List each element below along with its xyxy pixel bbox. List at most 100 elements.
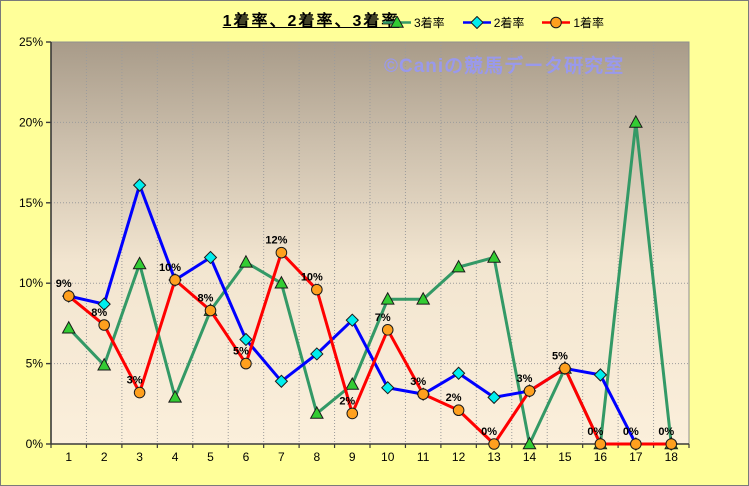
diamond-marker-icon [274, 374, 289, 388]
diamond-marker-icon [593, 368, 608, 382]
triangle-marker-icon [389, 16, 405, 28]
data-label: 12% [265, 235, 287, 247]
data-label: 5% [233, 346, 249, 358]
watermark: ©Caniの競馬データ研究室 [384, 56, 625, 77]
data-label: 2% [446, 392, 462, 404]
x-tick-label: 1 [65, 450, 72, 464]
circle-marker-icon [62, 290, 75, 302]
circle-marker-icon [204, 304, 217, 317]
series-line [67, 251, 673, 446]
circle-marker-icon [594, 438, 607, 450]
legend-label-1st-rate: 1着率 [573, 16, 605, 30]
x-tick-label: 5 [207, 450, 214, 464]
triangle-marker-icon [345, 376, 360, 390]
legend-label-2nd-rate: 2着率 [493, 16, 525, 30]
x-tick-label: 10 [381, 450, 395, 464]
circle-marker-icon [523, 385, 536, 397]
x-tick-label: 15 [558, 450, 572, 464]
data-label: 8% [198, 293, 214, 305]
triangle-marker-icon [522, 436, 537, 450]
diamond-marker-icon [310, 347, 324, 361]
x-tick-label: 17 [629, 450, 643, 464]
legend-item-1st-rate: 1着率 [541, 14, 604, 31]
diamond-marker-icon [203, 250, 218, 265]
legend-diamond-marker-icon [462, 16, 491, 29]
legend-circle-marker-icon [542, 16, 571, 29]
triangle-marker-icon [628, 114, 643, 128]
circle-marker-icon [98, 319, 110, 331]
x-tick-label: 4 [172, 450, 179, 464]
legend-triangle-marker-icon [383, 16, 411, 28]
data-label: 0% [587, 426, 603, 438]
diamond-marker-icon [469, 16, 484, 29]
data-label: 3% [410, 376, 426, 388]
x-tick-label: 8 [313, 450, 320, 464]
y-tick-label: 0% [26, 437, 44, 451]
circle-marker-icon [346, 407, 359, 420]
data-label: 10% [159, 262, 181, 274]
diamond-marker-icon [132, 178, 147, 192]
circle-marker-icon [275, 246, 288, 259]
legend: 3着率 2着率 1着率 [382, 14, 604, 31]
diamond-marker-icon [345, 313, 359, 327]
legend-item-3rd-rate: 3着率 [382, 14, 445, 31]
circle-marker-icon [630, 438, 642, 450]
circle-marker-icon [381, 324, 394, 336]
data-label: 7% [375, 312, 391, 324]
diamond-marker-icon [381, 381, 395, 395]
data-label: 2% [339, 395, 355, 407]
circle-marker-icon [417, 388, 429, 400]
circle-marker-icon [665, 438, 678, 450]
y-tick-label: 20% [19, 115, 43, 129]
triangle-marker-icon [238, 254, 253, 268]
x-tick-label: 9 [349, 450, 356, 464]
diamond-marker-icon [97, 297, 111, 311]
data-label: 0% [658, 426, 674, 438]
circle-marker-icon [452, 404, 465, 417]
data-label: 3% [517, 373, 533, 385]
chart-title: 1着率、2着率、3着率 [222, 13, 400, 30]
x-tick-label: 16 [594, 450, 608, 464]
triangle-marker-icon [380, 291, 395, 305]
data-label: 5% [552, 350, 568, 362]
x-tick-label: 11 [417, 450, 430, 464]
x-tick-label: 6 [243, 450, 250, 464]
circle-marker-icon [240, 357, 252, 370]
y-tick-label: 15% [19, 196, 43, 210]
data-label: 0% [481, 426, 497, 438]
data-label: 3% [127, 375, 143, 387]
legend-item-2nd-rate: 2着率 [462, 14, 525, 31]
x-tick-label: 12 [452, 450, 466, 464]
triangle-marker-icon [487, 249, 502, 263]
y-tick-label: 5% [26, 357, 44, 371]
triangle-marker-icon [97, 357, 112, 371]
x-tick-label: 3 [136, 450, 143, 464]
data-label: 9% [56, 278, 72, 290]
data-label: 0% [623, 426, 639, 438]
x-tick-label: 18 [665, 450, 679, 464]
series-1着率 [62, 246, 678, 450]
data-label: 8% [91, 307, 107, 319]
y-tick-label: 10% [19, 276, 43, 290]
triangle-marker-icon [451, 259, 466, 273]
x-tick-label: 13 [487, 450, 501, 464]
circle-marker-icon [488, 438, 500, 450]
legend-label-3rd-rate: 3着率 [414, 16, 445, 30]
diamond-marker-icon [451, 366, 466, 380]
circle-marker-icon [559, 362, 571, 375]
circle-marker-icon [169, 274, 181, 286]
diamond-marker-icon [239, 332, 253, 347]
triangle-marker-icon [61, 320, 76, 334]
x-tick-label: 2 [101, 450, 108, 464]
triangle-marker-icon [132, 256, 147, 270]
diamond-marker-icon [487, 390, 501, 405]
triangle-marker-icon [416, 291, 431, 305]
triangle-marker-icon [168, 389, 183, 403]
triangle-marker-icon [309, 405, 324, 419]
series-line [67, 183, 673, 446]
data-label: 10% [301, 272, 323, 284]
circle-marker-icon [311, 283, 323, 296]
x-tick-label: 14 [523, 450, 537, 464]
